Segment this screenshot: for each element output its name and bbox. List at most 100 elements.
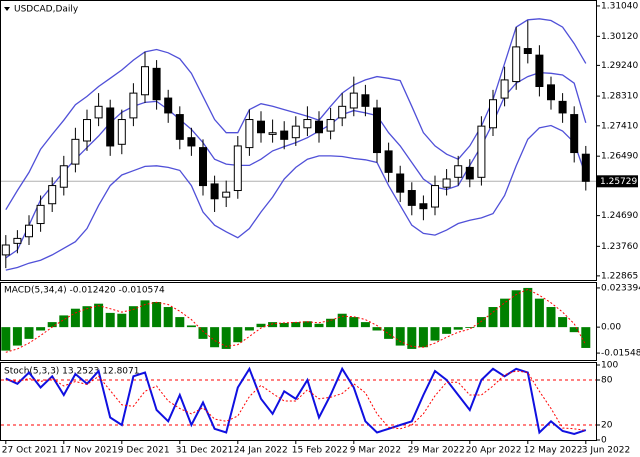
stoch-main — [5, 366, 587, 436]
candle-body — [442, 178, 451, 188]
candle-body — [257, 120, 265, 134]
x-tick-label: 24 Jan 2022 — [234, 446, 288, 456]
y-tick-label: -0.015483 — [601, 349, 640, 359]
candle-body — [59, 165, 68, 188]
candle-body — [25, 224, 33, 238]
candle-body — [94, 105, 103, 119]
candle-body — [454, 165, 463, 178]
macd-bar — [569, 327, 579, 333]
candle-body — [303, 119, 312, 129]
candle-body — [384, 150, 393, 173]
candle-body — [315, 120, 323, 134]
macd-bar — [465, 327, 475, 328]
macd-bar — [534, 298, 544, 328]
candle-body — [570, 114, 579, 154]
candle-body — [83, 119, 91, 142]
macd-bar — [407, 327, 417, 349]
macd-bar — [558, 317, 568, 328]
macd-bar — [453, 327, 463, 330]
macd-bar — [221, 327, 231, 349]
x-tick-label: 27 Oct 2021 — [2, 446, 58, 456]
candle-body — [419, 203, 428, 210]
y-tick-label: 100 — [601, 361, 618, 371]
macd-bar — [210, 327, 220, 348]
candle-body — [535, 54, 544, 88]
y-tick-label: 1.23760 — [601, 242, 638, 252]
candle-body — [326, 119, 335, 132]
macd-bar — [511, 290, 521, 328]
macd-bar — [337, 313, 347, 328]
candle-body — [547, 84, 555, 101]
candle-body — [210, 183, 219, 200]
stoch-title: Stoch(5,3,3) 13.2523 12.8071 — [4, 367, 139, 377]
panel-frames — [0, 0, 597, 441]
macd-bar — [36, 327, 46, 331]
macd-bar — [163, 307, 173, 328]
candle-body — [523, 48, 532, 54]
candle-body — [106, 107, 115, 147]
y-tick-label: 1.24690 — [601, 211, 638, 221]
macd-bar — [291, 322, 301, 328]
x-tick-label: 20 Apr 2022 — [466, 446, 522, 456]
macd-bar — [94, 303, 104, 328]
y-tick-label: 1.28310 — [601, 92, 638, 102]
candle-body — [431, 185, 439, 208]
x-tick-label: 29 Mar 2022 — [408, 446, 465, 456]
macd-bar — [198, 327, 208, 339]
macd-plot — [1, 287, 591, 353]
candle-body — [558, 100, 567, 114]
candle-body — [465, 166, 474, 180]
current-price-label: 1.25729 — [600, 177, 637, 187]
macd-bar — [523, 287, 533, 328]
macd-bar — [152, 302, 162, 328]
current-price-box — [596, 175, 638, 188]
macd-bar — [418, 327, 428, 348]
macd-bar — [581, 327, 591, 348]
y-tick-label: 0.023394 — [601, 283, 640, 293]
macd-title: MACD(5,34,4) -0.012420 -0.010574 — [4, 286, 165, 296]
candle-body — [141, 66, 149, 96]
macd-bar — [384, 327, 394, 339]
y-tick-label: 0 — [601, 436, 607, 446]
symbol-arrow — [4, 7, 10, 11]
candle-body — [338, 105, 347, 119]
x-tick-label: 9 Dec 2021 — [118, 446, 170, 456]
macd-bar — [186, 325, 196, 328]
macd-bar — [70, 308, 80, 328]
y-tick-label: 1.27410 — [601, 121, 638, 131]
y-tick-label: 80 — [601, 376, 613, 386]
macd-bar — [128, 306, 138, 328]
x-tick-label: 12 May 2022 — [524, 446, 583, 456]
candle-body — [489, 99, 497, 129]
price-panel-frame — [0, 0, 597, 281]
x-tick-label: 31 Dec 2021 — [176, 446, 234, 456]
candle-body — [164, 97, 173, 114]
candle-body — [175, 114, 184, 140]
macd-bar — [279, 322, 289, 328]
candle-body — [268, 132, 277, 135]
y-tick-label: 0.00 — [601, 323, 621, 333]
candle-body — [233, 145, 242, 192]
candle-body — [152, 67, 161, 101]
candle-body — [477, 125, 486, 178]
stoch-plot — [1, 366, 596, 436]
bollinger-lower — [5, 124, 587, 271]
candle-body — [129, 92, 138, 119]
candle-body — [349, 92, 358, 109]
y-tick-label: 1.30120 — [601, 32, 638, 42]
macd-bar — [82, 306, 92, 328]
candle-body — [407, 190, 416, 206]
macd-bar — [24, 327, 34, 339]
candle-body — [581, 153, 590, 182]
macd-bar — [372, 327, 382, 331]
y-tick-label: 1.22865 — [601, 271, 638, 281]
candle-body — [512, 46, 521, 83]
x-tick-label: 3 Jun 2022 — [582, 446, 630, 456]
price-plot — [1, 18, 596, 271]
candle-body — [222, 191, 231, 198]
macd-bar — [349, 317, 359, 328]
candle-body — [13, 237, 22, 244]
candle-body — [361, 94, 370, 107]
macd-bar — [244, 327, 254, 331]
macd-bar — [314, 323, 324, 328]
